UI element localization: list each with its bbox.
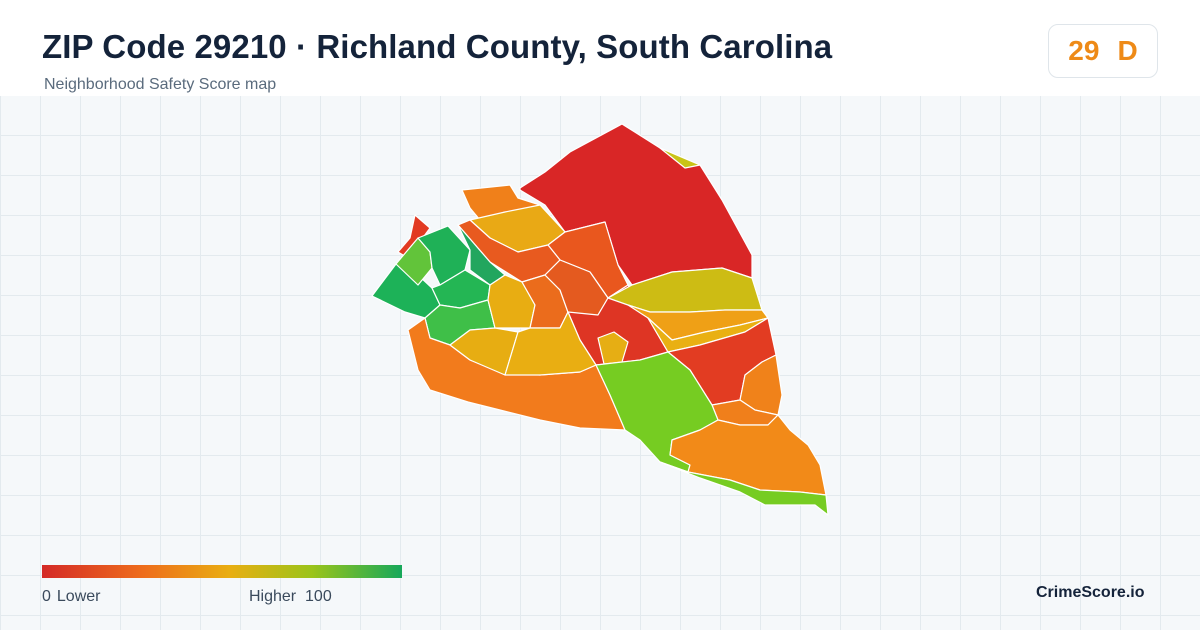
score-grade: D: [1117, 35, 1138, 66]
neighborhood-tract[interactable]: [597, 331, 629, 365]
page-subtitle: Neighborhood Safety Score map: [44, 76, 277, 93]
legend-color-scale: [42, 565, 402, 578]
legend-low-label: 0 Lower: [42, 588, 100, 606]
neighborhood-tract[interactable]: [457, 219, 561, 283]
page-title: ZIP Code 29210 · Richland County, South …: [42, 28, 833, 65]
legend-high-label: Higher 100: [249, 588, 332, 606]
neighborhood-tract[interactable]: [659, 147, 701, 169]
header: ZIP Code 29210 · Richland County, South …: [0, 0, 1200, 96]
zip-safety-map: [371, 123, 829, 516]
score-badge: 29 D: [1048, 24, 1158, 78]
legend-min-label: Lower: [56, 588, 101, 605]
legend-max: 100: [305, 588, 332, 605]
neighborhood-tract[interactable]: [504, 311, 597, 376]
score-value: 29: [1068, 35, 1100, 66]
neighborhood-tract[interactable]: [659, 461, 829, 516]
brand-logo: CrimeScore.io: [1036, 584, 1145, 601]
legend-max-label: Higher: [249, 588, 297, 605]
legend-min: 0: [42, 588, 51, 605]
